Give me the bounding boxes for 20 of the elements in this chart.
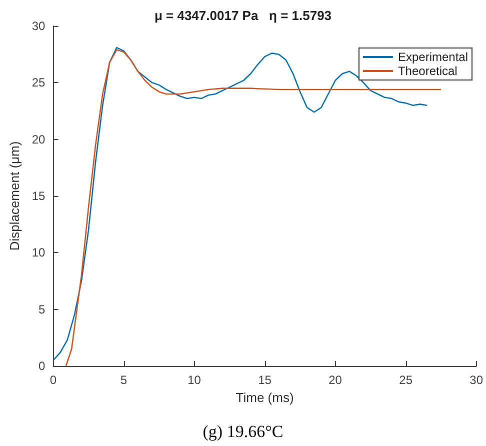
y-tick-label: 20 [32, 132, 46, 146]
x-tick-label: 30 [470, 373, 484, 387]
legend-label: Theoretical [398, 64, 458, 78]
legend-label: Experimental [398, 50, 468, 64]
x-tick-label: 25 [399, 373, 413, 387]
y-axis-title: Displacement (μm) [7, 141, 22, 251]
x-tick-label: 15 [258, 373, 272, 387]
y-tick-label: 25 [32, 76, 46, 90]
x-axis-title: Time (ms) [236, 390, 294, 405]
y-tick-label: 0 [38, 359, 46, 373]
chart-title: μ = 4347.0017 Pa η = 1.5793 [154, 8, 332, 23]
x-tick-label: 10 [188, 373, 202, 387]
x-tick-label: 20 [328, 373, 342, 387]
text: (g) 19.66°C [202, 422, 284, 441]
x-tick-label: 0 [50, 373, 57, 387]
y-tick-label: 10 [32, 246, 46, 260]
y-tick-label: 15 [32, 189, 46, 203]
y-tick-label: 5 [38, 302, 46, 316]
y-tick-label: 30 [32, 19, 46, 33]
x-tick-label: 5 [120, 373, 128, 387]
